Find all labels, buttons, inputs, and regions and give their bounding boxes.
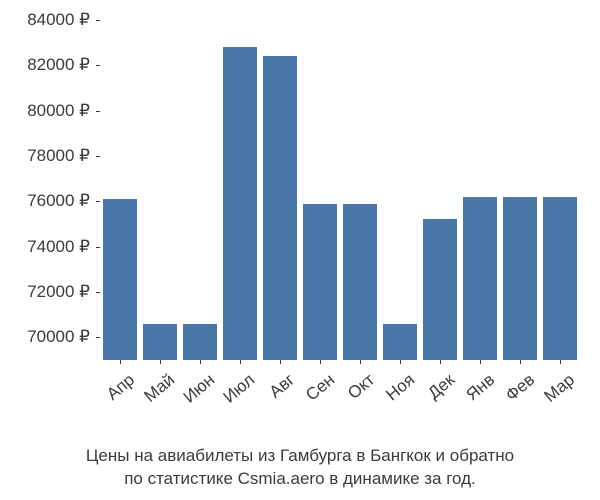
y-tick-label: 76000 ₽: [0, 191, 90, 211]
y-tick-mark: [96, 20, 100, 21]
x-tick-label: Май: [140, 370, 178, 407]
bar: [383, 324, 417, 360]
y-tick-mark: [96, 337, 100, 338]
bar: [103, 199, 137, 360]
bar: [343, 204, 377, 360]
x-tick-mark: [280, 360, 281, 364]
x-tick-mark: [440, 360, 441, 364]
x-tick-label: Окт: [344, 370, 379, 404]
y-tick-label: 72000 ₽: [0, 282, 90, 302]
x-tick-label: Июл: [220, 370, 259, 408]
bar: [423, 219, 457, 360]
x-tick-mark: [120, 360, 121, 364]
bar: [503, 197, 537, 360]
y-tick-label: 82000 ₽: [0, 55, 90, 75]
y-tick-label: 80000 ₽: [0, 101, 90, 121]
y-tick-mark: [96, 201, 100, 202]
caption-line-2: по статистике Csmia.aero в динамике за г…: [0, 468, 600, 491]
y-tick-label: 78000 ₽: [0, 146, 90, 166]
x-tick-label: Апр: [103, 370, 139, 405]
y-tick-mark: [96, 65, 100, 66]
y-tick-label: 74000 ₽: [0, 237, 90, 257]
x-tick-mark: [400, 360, 401, 364]
bar: [143, 324, 177, 360]
y-tick-mark: [96, 156, 100, 157]
x-tick-label: Сен: [302, 370, 339, 405]
x-tick-mark: [200, 360, 201, 364]
x-tick-label: Янв: [462, 370, 498, 405]
bar: [543, 197, 577, 360]
bar: [183, 324, 217, 360]
x-tick-mark: [320, 360, 321, 364]
x-tick-label: Дек: [424, 370, 459, 404]
x-tick-label: Авг: [266, 370, 299, 402]
y-tick-label: 70000 ₽: [0, 327, 90, 347]
bar: [463, 197, 497, 360]
y-tick-label: 84000 ₽: [0, 10, 90, 30]
bar: [303, 204, 337, 360]
x-tick-mark: [160, 360, 161, 364]
price-chart: 70000 ₽ 72000 ₽ 74000 ₽ 76000 ₽ 78000 ₽ 80000…: [0, 0, 600, 500]
y-tick-mark: [96, 111, 100, 112]
y-tick-mark: [96, 247, 100, 248]
x-tick-label: Ноя: [382, 370, 419, 405]
bar: [263, 56, 297, 360]
x-tick-label: Фев: [502, 370, 539, 406]
bar: [223, 47, 257, 360]
x-tick-mark: [360, 360, 361, 364]
x-tick-label: Мар: [541, 370, 579, 407]
x-tick-mark: [240, 360, 241, 364]
plot-area: [100, 20, 580, 360]
x-tick-mark: [480, 360, 481, 364]
y-tick-mark: [96, 292, 100, 293]
bars-container: [100, 20, 580, 360]
caption-line-1: Цены на авиабилеты из Гамбурга в Бангкок…: [0, 445, 600, 468]
x-tick-label: Июн: [180, 370, 219, 407]
x-tick-mark: [520, 360, 521, 364]
x-tick-mark: [560, 360, 561, 364]
